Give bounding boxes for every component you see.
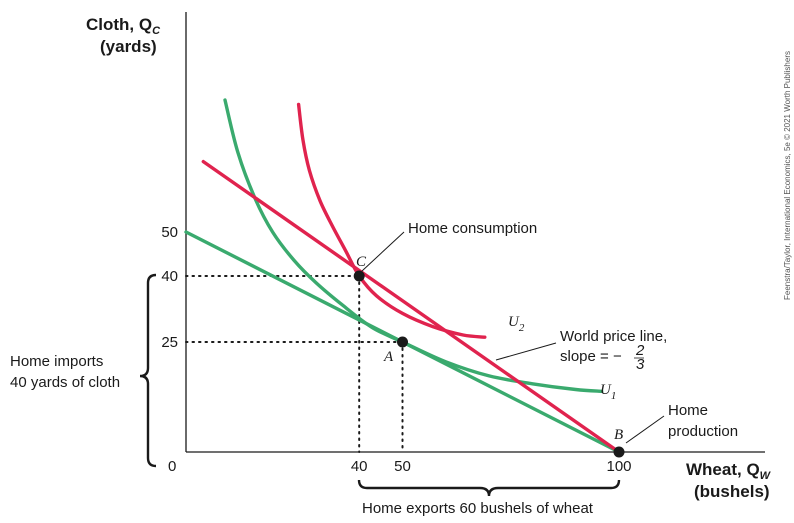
world-price-slope: slope = − [560,348,622,365]
point-b [613,446,625,458]
point-a [397,336,408,348]
exports-label: Home exports 60 bushels of wheat [362,500,594,517]
y-axis-title: Cloth, QC [86,15,161,37]
x-tick-40: 40 [351,458,368,475]
imports-brace [139,273,157,468]
point-b-label: B [614,427,623,443]
world-price-line [201,159,621,454]
imports-label-1: Home imports [10,353,103,370]
home-production-leader [625,415,665,444]
slope-numerator: 2 [635,342,645,359]
home-consumption-label: Home consumption [408,220,537,237]
equilibrium-points [353,270,625,458]
point-c-label: C [356,254,367,270]
imports-label-2: 40 yards of cloth [10,374,120,391]
world-price-leader [495,342,557,361]
x-axis-unit: (bushels) [694,482,770,501]
u2-label: U2 [508,314,525,334]
point-c [353,270,365,282]
x-tick-50: 50 [394,458,411,475]
slope-denominator: 3 [636,356,645,373]
guide-lines [185,275,404,453]
x-axis-title: Wheat, QW [686,460,772,482]
curve-u1 [223,98,604,393]
axis-ticks: 40 50 100 25 40 50 [161,224,631,475]
point-a-label: A [383,349,394,365]
world-price-label: World price line, [560,328,667,345]
u1-label: U1 [600,382,616,402]
home-production-label-2: production [668,423,738,440]
home-consumption-leader [361,231,405,272]
home-production-label-1: Home [668,402,708,419]
origin-label: 0 [168,458,176,475]
y-tick-50: 50 [161,224,178,241]
credit-text: Feenstra/Taylor, International Economics… [783,51,792,300]
y-tick-25: 25 [161,334,178,351]
y-tick-40: 40 [161,268,178,285]
x-tick-100: 100 [606,458,631,475]
exports-brace [357,479,621,497]
y-axis-unit: (yards) [100,37,157,56]
